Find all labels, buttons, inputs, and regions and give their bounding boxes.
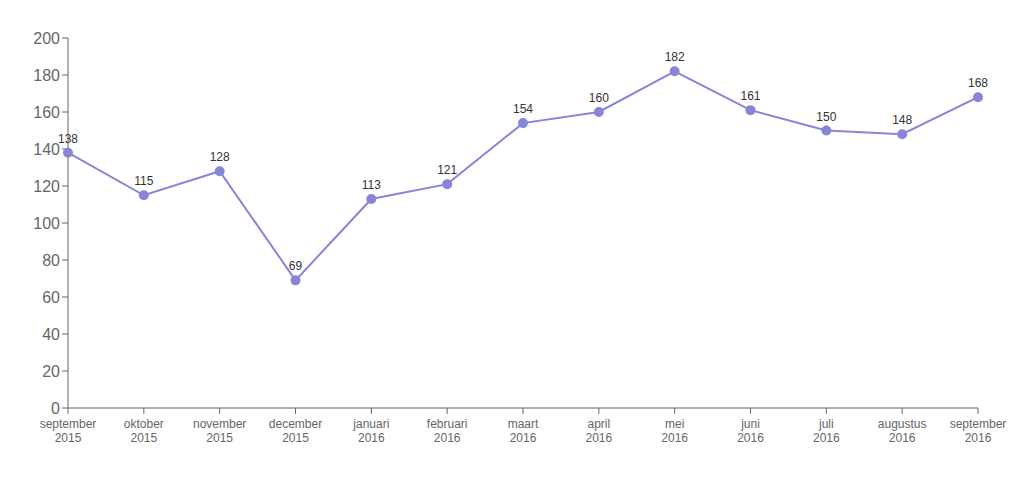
svg-text:113: 113 xyxy=(362,178,381,192)
svg-text:138: 138 xyxy=(58,132,78,146)
svg-text:oktober2015: oktober2015 xyxy=(124,417,164,445)
svg-text:60: 60 xyxy=(42,289,60,306)
svg-text:januari2016: januari2016 xyxy=(352,417,389,445)
svg-text:120: 120 xyxy=(33,178,60,195)
svg-text:juli2016: juli2016 xyxy=(813,417,840,445)
svg-text:200: 200 xyxy=(33,30,60,47)
svg-text:juni2016: juni2016 xyxy=(737,417,764,445)
svg-text:80: 80 xyxy=(42,252,60,269)
svg-text:154: 154 xyxy=(513,102,533,116)
svg-text:160: 160 xyxy=(33,104,60,121)
svg-text:148: 148 xyxy=(892,113,912,127)
svg-text:april2016: april2016 xyxy=(585,417,612,445)
svg-text:128: 128 xyxy=(210,150,230,164)
svg-text:150: 150 xyxy=(816,110,836,124)
svg-text:140: 140 xyxy=(33,141,60,158)
svg-text:20: 20 xyxy=(42,363,60,380)
svg-text:40: 40 xyxy=(42,326,60,343)
svg-text:160: 160 xyxy=(589,91,609,105)
svg-text:september2015: september2015 xyxy=(40,417,97,445)
svg-text:161: 161 xyxy=(740,89,760,103)
svg-text:december2015: december2015 xyxy=(269,417,322,445)
svg-text:168: 168 xyxy=(968,76,988,90)
svg-text:0: 0 xyxy=(51,400,60,417)
svg-text:mei2016: mei2016 xyxy=(661,417,688,445)
svg-text:november2015: november2015 xyxy=(193,417,246,445)
svg-text:100: 100 xyxy=(33,215,60,232)
svg-text:180: 180 xyxy=(33,67,60,84)
svg-text:115: 115 xyxy=(134,174,153,188)
svg-text:augustus2016: augustus2016 xyxy=(878,417,927,445)
svg-text:121: 121 xyxy=(437,163,457,177)
svg-text:februari2016: februari2016 xyxy=(427,417,468,445)
svg-text:maart2016: maart2016 xyxy=(508,417,539,445)
svg-text:september2016: september2016 xyxy=(950,417,1007,445)
svg-text:182: 182 xyxy=(665,50,685,64)
svg-text:69: 69 xyxy=(289,259,303,273)
